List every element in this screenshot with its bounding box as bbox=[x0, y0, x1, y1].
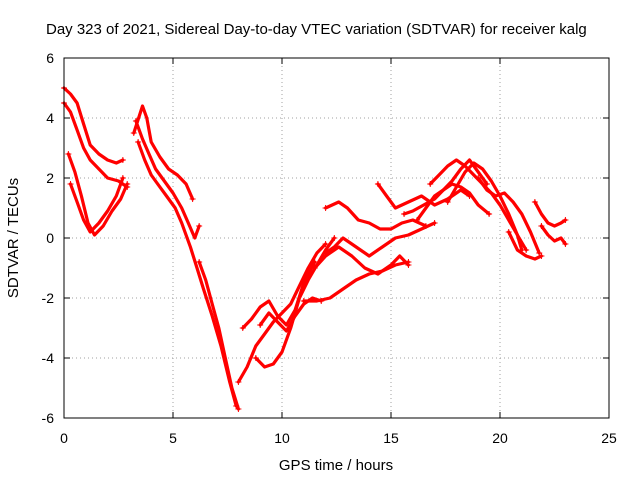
series-sat-d bbox=[68, 176, 125, 234]
series-sat-b bbox=[62, 101, 129, 189]
data-point-marker bbox=[422, 223, 429, 229]
data-point-marker bbox=[300, 298, 307, 304]
data-point-marker bbox=[124, 181, 131, 187]
series-sat-v bbox=[476, 176, 541, 255]
data-point-marker bbox=[414, 217, 421, 223]
data-point-marker bbox=[311, 259, 318, 265]
series-sat-p bbox=[324, 200, 428, 231]
data-point-marker bbox=[483, 181, 490, 187]
series-sat-o bbox=[324, 221, 437, 258]
series-sat-q bbox=[376, 182, 472, 210]
x-tick-label: 5 bbox=[169, 430, 177, 446]
data-point-marker bbox=[405, 262, 412, 268]
data-point-marker bbox=[322, 241, 329, 247]
y-tick-label: 2 bbox=[46, 170, 54, 186]
data-point-marker bbox=[444, 199, 451, 205]
y-tick-label: -6 bbox=[42, 410, 55, 426]
data-point-marker bbox=[65, 151, 72, 157]
axis-ticks: 0 5 10 15 20 25 -6 -4 -2 0 2 4 6 bbox=[42, 50, 617, 446]
y-tick-label: 6 bbox=[46, 50, 54, 66]
chart-title: Day 323 of 2021, Sidereal Day-to-day VTE… bbox=[46, 21, 587, 38]
data-point-marker bbox=[257, 322, 264, 328]
x-tick-label: 20 bbox=[492, 430, 508, 446]
data-point-marker bbox=[322, 205, 329, 211]
data-point-marker bbox=[431, 220, 438, 226]
data-point-marker bbox=[135, 139, 142, 145]
data-point-marker bbox=[132, 118, 139, 124]
x-tick-label: 15 bbox=[383, 430, 399, 446]
data-point-marker bbox=[427, 181, 434, 187]
series-sat-a bbox=[62, 86, 125, 165]
y-tick-label: -2 bbox=[42, 290, 55, 306]
series-sat-e bbox=[132, 104, 195, 201]
data-point-marker bbox=[196, 223, 203, 229]
data-point-marker bbox=[119, 157, 126, 163]
series-sat-k bbox=[254, 236, 336, 369]
data-point-marker bbox=[562, 241, 569, 247]
data-point-marker bbox=[322, 250, 329, 256]
x-tick-label: 0 bbox=[60, 430, 68, 446]
data-point-marker bbox=[486, 211, 493, 217]
series-sat-w bbox=[507, 230, 544, 261]
data-point-marker bbox=[538, 223, 545, 229]
x-tick-label: 25 bbox=[601, 430, 617, 446]
series-sat-h bbox=[197, 260, 240, 411]
series-sat-f bbox=[134, 119, 201, 240]
series-sat-j bbox=[241, 260, 317, 330]
data-point-marker bbox=[196, 259, 203, 265]
data-point-marker bbox=[189, 196, 196, 202]
y-tick-label: 0 bbox=[46, 230, 54, 246]
series-sat-y bbox=[539, 224, 568, 246]
data-point-marker bbox=[505, 229, 512, 235]
data-point-marker bbox=[562, 217, 569, 223]
data-point-marker bbox=[252, 355, 259, 361]
data-point-marker bbox=[538, 253, 545, 259]
series-sat-c bbox=[66, 152, 129, 237]
data-point-marker bbox=[331, 235, 338, 241]
data-point-marker bbox=[130, 130, 137, 136]
data-point-marker bbox=[531, 199, 538, 205]
y-tick-label: 4 bbox=[46, 110, 54, 126]
data-point-marker bbox=[67, 181, 74, 187]
series-sat-s bbox=[415, 158, 489, 222]
y-axis-label: SDTVAR / TECUs bbox=[5, 178, 22, 298]
data-point-marker bbox=[235, 379, 242, 385]
data-point-marker bbox=[235, 406, 242, 412]
series-sat-x bbox=[533, 200, 568, 228]
data-point-marker bbox=[401, 211, 408, 217]
data-point-marker bbox=[311, 265, 318, 271]
y-tick-label: -4 bbox=[42, 350, 55, 366]
series-sat-m bbox=[302, 260, 410, 303]
plot-frame bbox=[63, 57, 610, 419]
data-point-marker bbox=[374, 181, 381, 187]
x-axis-label: GPS time / hours bbox=[279, 457, 393, 474]
series-sat-l bbox=[258, 296, 323, 333]
x-tick-label: 10 bbox=[274, 430, 290, 446]
series-sat-g bbox=[136, 140, 238, 408]
series-sat-u bbox=[446, 161, 524, 252]
data-series bbox=[61, 85, 569, 412]
series-sat-n bbox=[313, 245, 410, 276]
data-point-marker bbox=[119, 175, 126, 181]
data-point-marker bbox=[239, 325, 246, 331]
series-sat-i bbox=[236, 242, 328, 384]
data-point-marker bbox=[475, 175, 482, 181]
